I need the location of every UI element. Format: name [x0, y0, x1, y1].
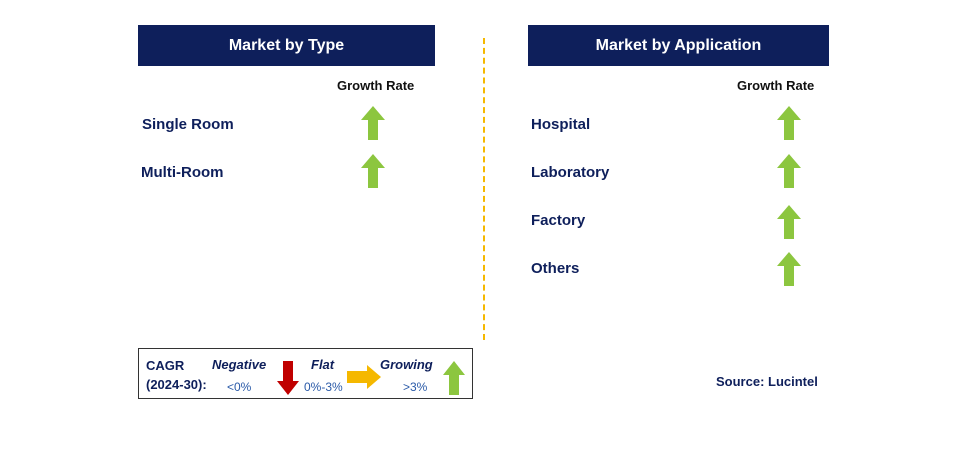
legend-growing-label: Growing: [380, 357, 433, 372]
type-item-single-room: Single Room: [142, 116, 234, 133]
green-up-arrow-icon: [361, 106, 385, 140]
green-up-arrow-icon: [443, 361, 465, 395]
legend-cagr-period: (2024-30):: [146, 377, 207, 392]
green-up-arrow-icon: [777, 154, 801, 188]
legend-flat-label: Flat: [311, 357, 335, 372]
market-by-type-header: Market by Type: [138, 25, 435, 66]
orange-right-arrow-icon: [347, 365, 381, 389]
panel-divider: [483, 38, 485, 340]
green-up-arrow-icon: [777, 205, 801, 239]
red-down-arrow-icon: [277, 361, 299, 395]
left-growth-rate-label: Growth Rate: [337, 78, 415, 93]
legend-negative-label: Negative: [212, 357, 267, 372]
legend-negative-range: <0%: [227, 380, 252, 394]
application-item-hospital: Hospital: [531, 116, 591, 133]
legend-cagr-label: CAGR: [146, 358, 185, 373]
legend-growing-range: >3%: [403, 380, 428, 394]
type-item-multi-room: Multi-Room: [141, 164, 224, 181]
legend-flat-range: 0%-3%: [304, 380, 343, 394]
cagr-legend: CAGR (2024-30): Negative <0% Flat 0%-3% …: [138, 348, 473, 399]
market-by-application-header: Market by Application: [528, 25, 829, 66]
green-up-arrow-icon: [777, 252, 801, 286]
source-label: Source: Lucintel: [716, 374, 818, 389]
application-item-factory: Factory: [531, 212, 586, 229]
application-item-others: Others: [531, 260, 580, 277]
green-up-arrow-icon: [777, 106, 801, 140]
right-growth-rate-label: Growth Rate: [737, 78, 815, 93]
application-item-laboratory: Laboratory: [531, 164, 610, 181]
green-up-arrow-icon: [361, 154, 385, 188]
